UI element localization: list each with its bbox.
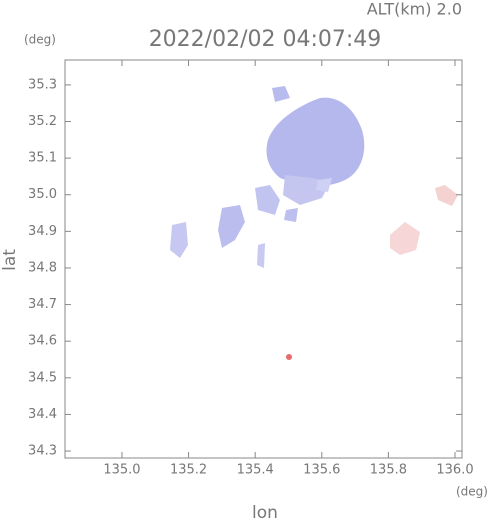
echo [218,205,245,248]
x-unit: (deg) [456,485,488,499]
echo [272,86,290,102]
echo [390,222,420,255]
chart-title: 2022/02/02 04:07:49 [149,27,382,52]
x-tick-label: 135.8 [370,463,407,478]
x-tick-label: 136.0 [436,463,473,478]
echo [170,222,188,258]
y-tick-label: 35.0 [28,187,57,202]
echo [286,354,292,360]
y-tick-label: 35.3 [28,77,57,92]
echo [255,185,280,215]
echo [266,97,365,186]
y-tick-label: 34.7 [28,297,57,312]
y-tick-label: 34.9 [28,224,57,239]
y-tick-label: 34.5 [28,370,57,385]
radar-echoes [170,86,458,360]
echo [316,178,332,192]
x-tick-label: 135.0 [103,463,140,478]
altitude-label: ALT(km) 2.0 [367,0,462,19]
y-tick-label: 34.3 [28,444,57,459]
echo [257,243,265,268]
y-tick-label: 35.2 [28,114,57,129]
echo [435,185,458,206]
y-axis-label: lat [0,249,20,271]
x-tick-label: 135.6 [303,463,340,478]
y-unit: (deg) [24,33,56,47]
x-tick-label: 135.4 [237,463,274,478]
y-tick-label: 34.8 [28,260,57,275]
y-tick-label: 34.4 [28,407,57,422]
y-tick-label: 35.1 [28,151,57,166]
y-tick-label: 34.6 [28,334,57,349]
plot-frame [64,59,463,459]
x-axis-label: lon [252,503,278,521]
echo [284,208,298,222]
x-tick-label: 135.2 [170,463,207,478]
